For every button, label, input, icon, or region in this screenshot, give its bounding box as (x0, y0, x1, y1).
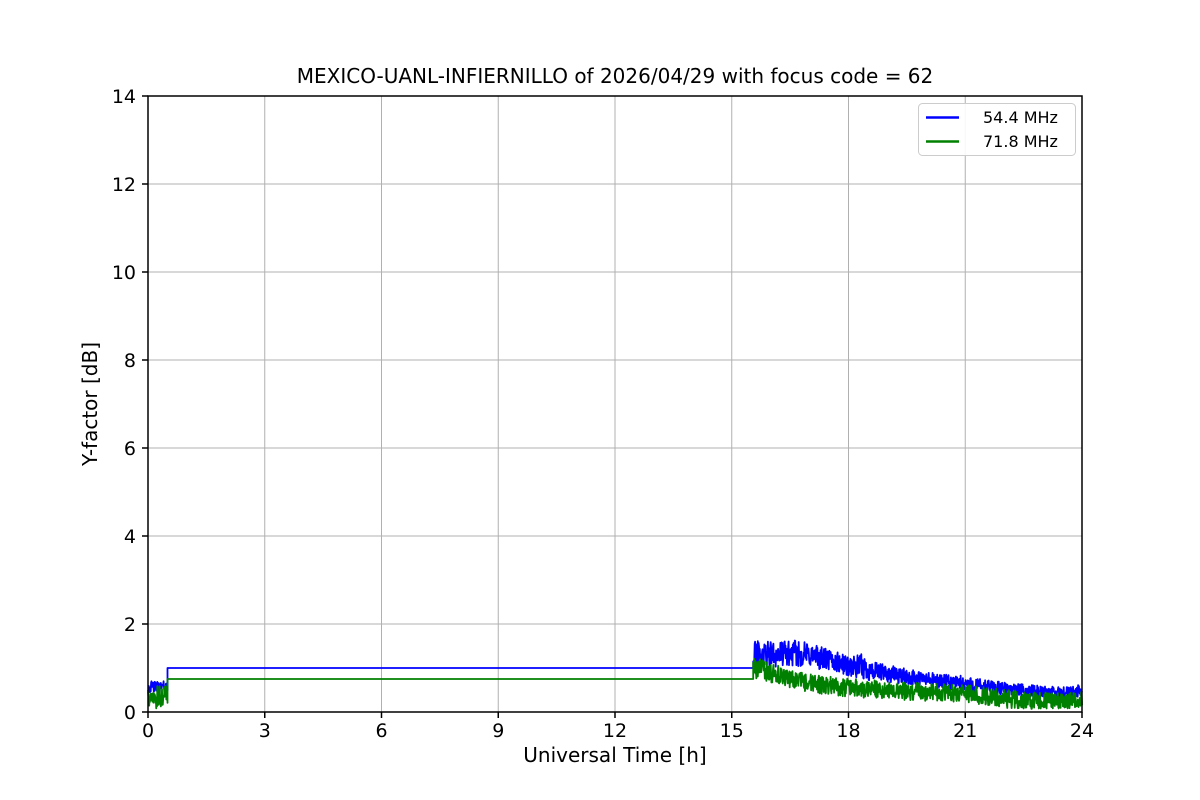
x-tick-9: 9 (492, 720, 504, 742)
y-tick-0: 0 (124, 702, 136, 724)
data-series (147, 639, 1083, 710)
y-tick-labels: 0 2 4 6 8 10 12 14 (112, 86, 136, 724)
y-tick-14: 14 (112, 86, 136, 108)
x-axis-label: Universal Time [h] (523, 743, 706, 767)
x-tick-18: 18 (836, 720, 860, 742)
legend-label-71.8MHz: 71.8 MHz (983, 132, 1058, 151)
series-line-71.8-mhz (147, 657, 1083, 710)
y-tick-8: 8 (124, 350, 136, 372)
y-tick-10: 10 (112, 262, 136, 284)
chart-title: MEXICO-UANL-INFIERNILLO of 2026/04/29 wi… (297, 64, 934, 88)
axis-ticks (142, 95, 1083, 718)
x-tick-0: 0 (142, 720, 154, 742)
x-tick-3: 3 (259, 720, 271, 742)
x-tick-24: 24 (1070, 720, 1094, 742)
x-tick-12: 12 (603, 720, 627, 742)
x-tick-21: 21 (953, 720, 977, 742)
x-tick-labels: 0 3 6 9 12 15 18 21 24 (142, 720, 1094, 742)
x-tick-15: 15 (720, 720, 744, 742)
x-tick-6: 6 (375, 720, 387, 742)
y-tick-4: 4 (124, 526, 136, 548)
y-tick-6: 6 (124, 438, 136, 460)
y-axis-label: Y-factor [dB] (78, 342, 102, 467)
legend: 54.4 MHz 71.8 MHz (918, 103, 1076, 156)
y-tick-2: 2 (124, 614, 136, 636)
y-tick-12: 12 (112, 174, 136, 196)
legend-label-54.4MHz: 54.4 MHz (983, 108, 1058, 127)
grid-lines (148, 96, 1082, 712)
